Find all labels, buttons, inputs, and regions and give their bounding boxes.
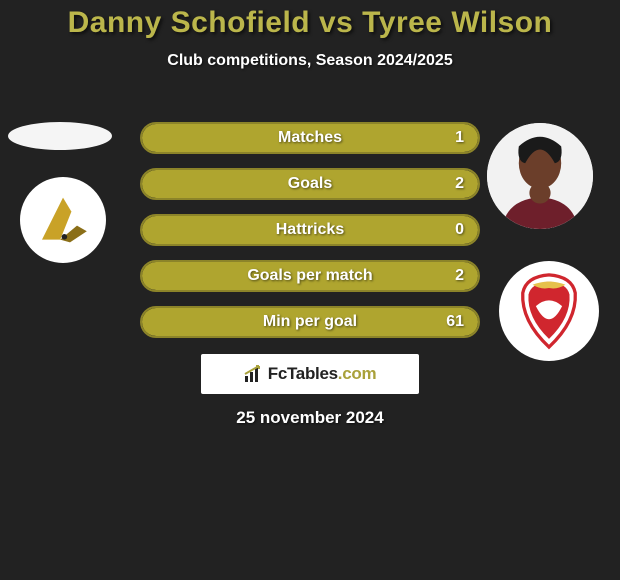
stat-label: Min per goal xyxy=(142,313,478,331)
stat-value: 61 xyxy=(446,313,464,331)
fctables-logo: FcTables.com xyxy=(201,354,419,394)
logo-text-a: FcTables xyxy=(268,364,338,383)
page-title: Danny Schofield vs Tyree Wilson xyxy=(0,0,620,40)
logo-text: FcTables.com xyxy=(268,364,377,384)
stats-panel: Matches 1 Goals 2 Hattricks 0 Goals per … xyxy=(140,122,480,352)
player-photo-icon xyxy=(487,123,593,229)
stat-label: Hattricks xyxy=(142,221,478,239)
date-text: 25 november 2024 xyxy=(0,408,620,428)
subtitle: Club competitions, Season 2024/2025 xyxy=(0,52,620,70)
club-crest-icon xyxy=(28,185,98,255)
bars-icon xyxy=(244,364,264,384)
stat-row: Goals per match 2 xyxy=(140,260,480,292)
stat-label: Matches xyxy=(142,129,478,147)
logo-text-b: .com xyxy=(338,364,376,383)
left-player-placeholder xyxy=(8,122,112,150)
right-club-badge xyxy=(499,261,599,361)
stat-value: 1 xyxy=(455,129,464,147)
club-crest-icon xyxy=(508,270,590,352)
stat-label: Goals per match xyxy=(142,267,478,285)
left-club-badge xyxy=(20,177,106,263)
stat-row: Min per goal 61 xyxy=(140,306,480,338)
stat-value: 2 xyxy=(455,267,464,285)
stat-row: Goals 2 xyxy=(140,168,480,200)
stat-value: 2 xyxy=(455,175,464,193)
stat-row: Matches 1 xyxy=(140,122,480,154)
right-player-photo xyxy=(487,123,593,229)
stat-value: 0 xyxy=(455,221,464,239)
stat-row: Hattricks 0 xyxy=(140,214,480,246)
stat-label: Goals xyxy=(142,175,478,193)
